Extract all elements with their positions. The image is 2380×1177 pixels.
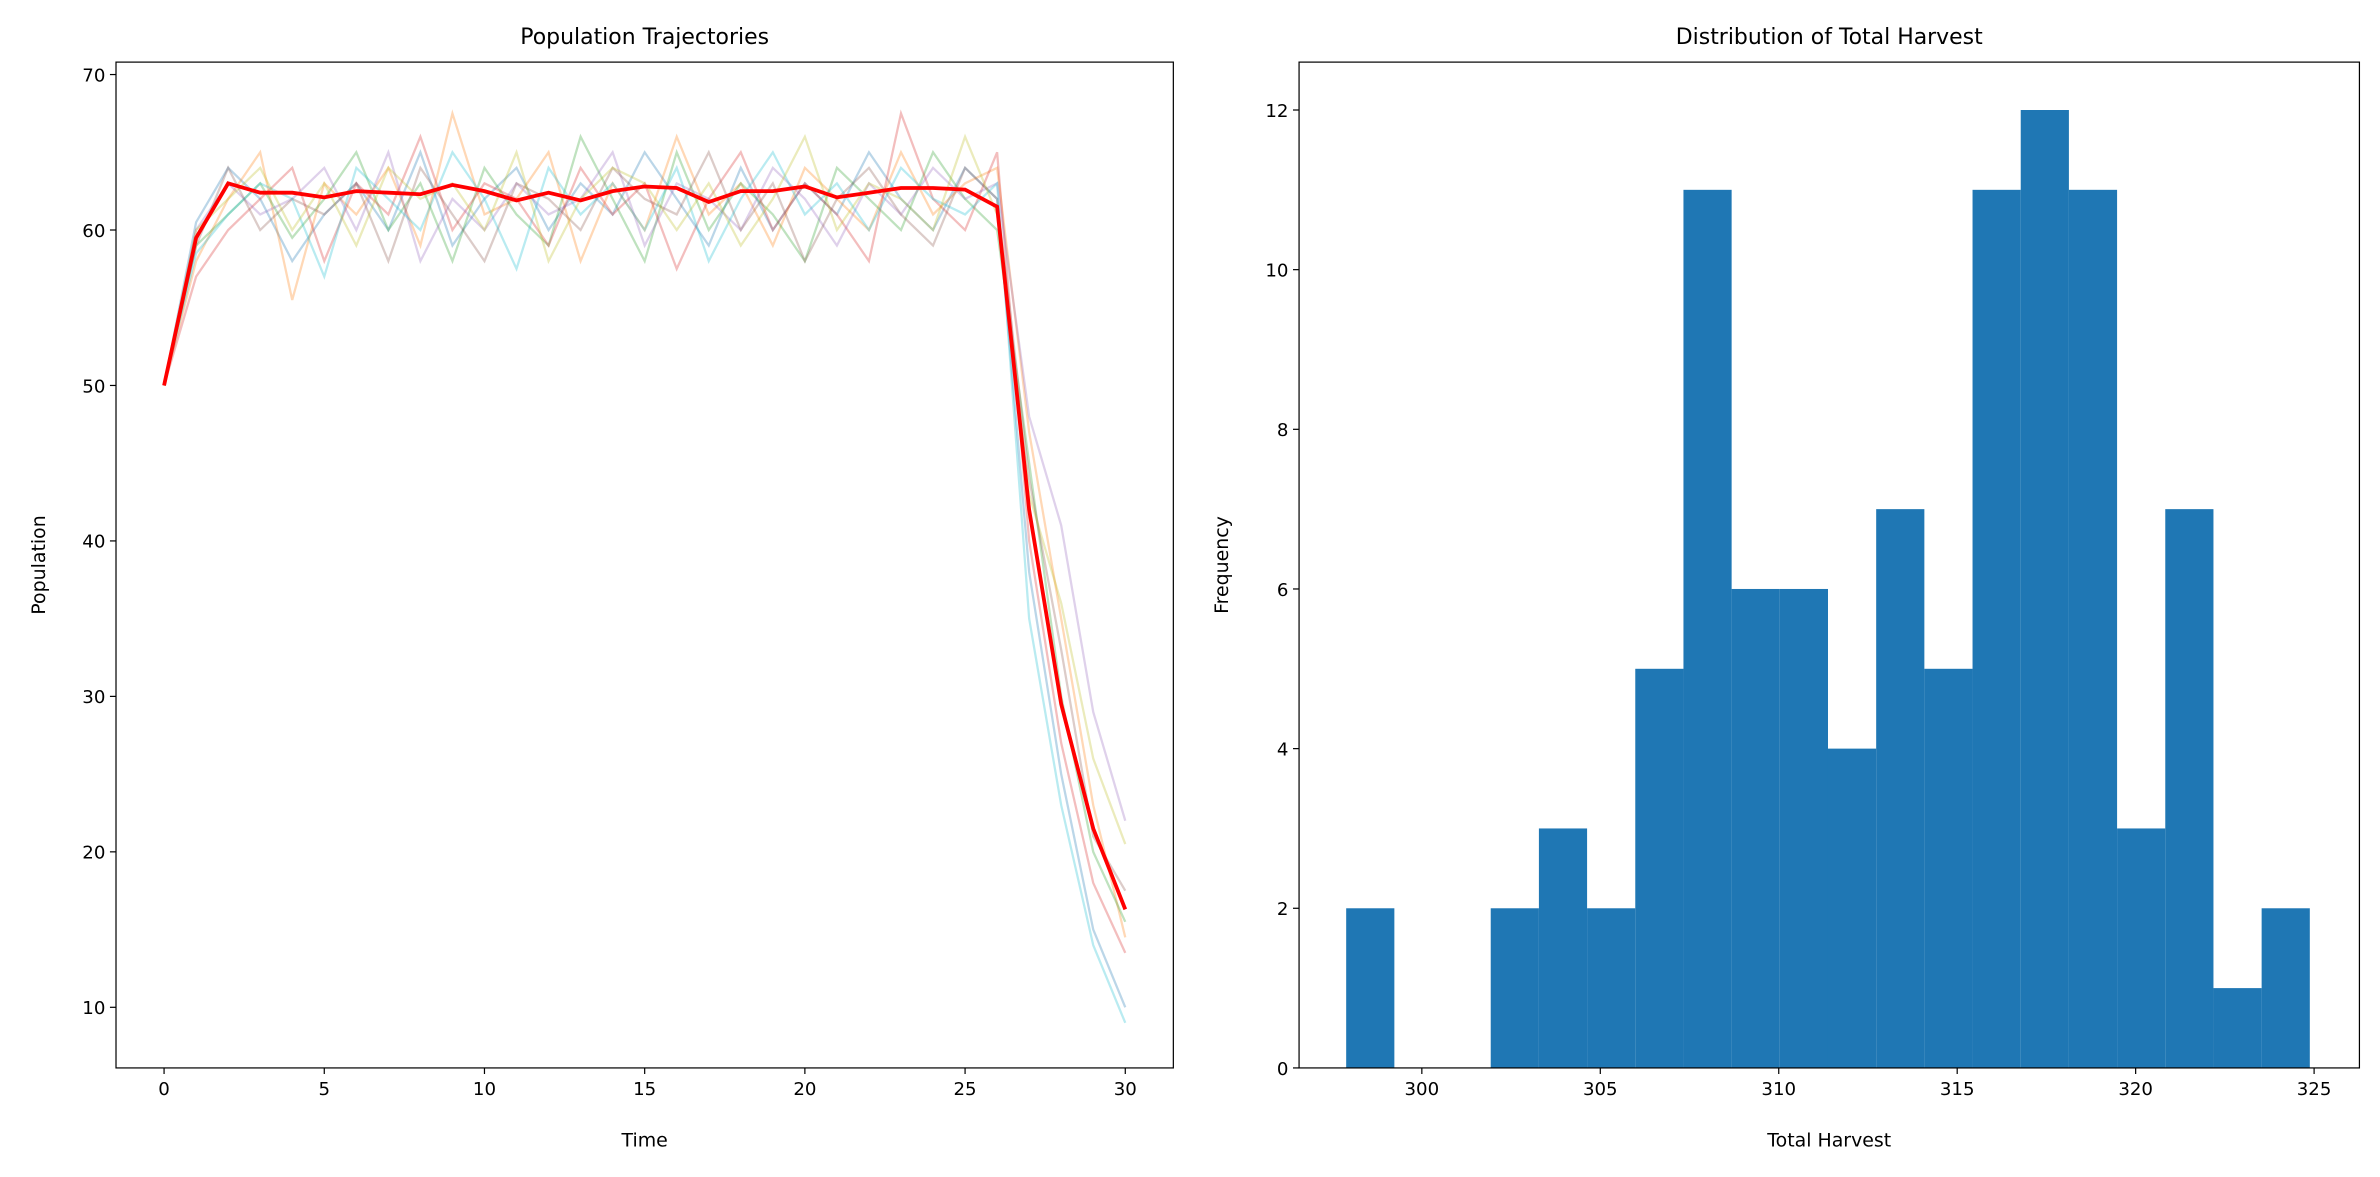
chart-title: Population Trajectories (520, 25, 769, 50)
y-tick-label: 4 (1277, 739, 1289, 760)
y-tick-label: 0 (1277, 1059, 1289, 1080)
y-tick-label: 10 (82, 998, 105, 1019)
x-tick-label: 10 (473, 1079, 496, 1100)
x-axis-label: Time (621, 1130, 668, 1152)
histogram-bar (1683, 189, 1732, 1068)
x-tick-label: 25 (954, 1079, 977, 1100)
histogram-bar (2213, 988, 2262, 1068)
x-tick-label: 320 (2118, 1079, 2153, 1100)
x-tick-label: 305 (1583, 1079, 1618, 1100)
x-tick-label: 310 (1761, 1079, 1796, 1100)
y-tick-label: 40 (82, 532, 105, 553)
histogram-bar (1972, 189, 2021, 1068)
x-tick-label: 300 (1405, 1079, 1440, 1100)
y-axis-label: Population (28, 515, 50, 614)
histogram-bar (1635, 668, 1684, 1068)
x-tick-label: 20 (793, 1079, 816, 1100)
y-tick-label: 8 (1277, 420, 1289, 441)
y-tick-label: 6 (1277, 580, 1289, 601)
histogram-bar (1876, 509, 1925, 1068)
axes-frame (1298, 61, 2361, 1069)
y-tick-label: 50 (82, 376, 105, 397)
y-tick-label: 12 (1265, 101, 1288, 122)
histogram-bar (2165, 509, 2214, 1068)
trajectory-line (162, 148, 1127, 822)
y-tick-label: 70 (82, 65, 105, 86)
x-tick-label: 325 (2297, 1079, 2332, 1100)
histogram-bar (1538, 828, 1588, 1068)
histogram-bar (2020, 110, 2069, 1068)
histogram-bar (1346, 908, 1395, 1068)
y-tick-label: 30 (82, 687, 105, 708)
y-tick-label: 60 (82, 221, 105, 242)
histogram-bar (2261, 908, 2310, 1068)
histogram-bar (2068, 189, 2118, 1068)
trajectory-line (162, 109, 1127, 954)
histogram-bar (2117, 828, 2166, 1068)
histogram-bar (1490, 908, 1539, 1068)
histogram-bar (1587, 908, 1636, 1068)
x-tick-label: 15 (633, 1079, 656, 1100)
trajectory-line (162, 149, 1127, 892)
trajectory-line (162, 149, 1127, 1008)
x-tick-label: 315 (1940, 1079, 1975, 1100)
mean-line (162, 181, 1128, 911)
trajectory-line (162, 149, 1127, 1024)
histogram-bar (1731, 588, 1780, 1068)
trajectory-line (162, 133, 1127, 923)
trajectory-line (162, 109, 1127, 938)
trajectory-line (162, 133, 1127, 845)
x-tick-label: 5 (318, 1079, 330, 1100)
histogram-bar (1779, 588, 1828, 1068)
histogram-bar (1924, 668, 1973, 1068)
x-tick-label: 30 (1114, 1079, 1137, 1100)
y-axis-label: Frequency (1211, 516, 1233, 614)
y-tick-label: 20 (82, 843, 105, 864)
y-tick-label: 2 (1277, 899, 1289, 920)
histogram-bar (1827, 748, 1877, 1068)
y-tick-label: 10 (1265, 260, 1288, 281)
chart-title: Distribution of Total Harvest (1676, 25, 1983, 50)
x-axis-label: Total Harvest (1766, 1130, 1891, 1152)
x-tick-label: 0 (158, 1079, 170, 1100)
axes-frame (115, 61, 1174, 1069)
